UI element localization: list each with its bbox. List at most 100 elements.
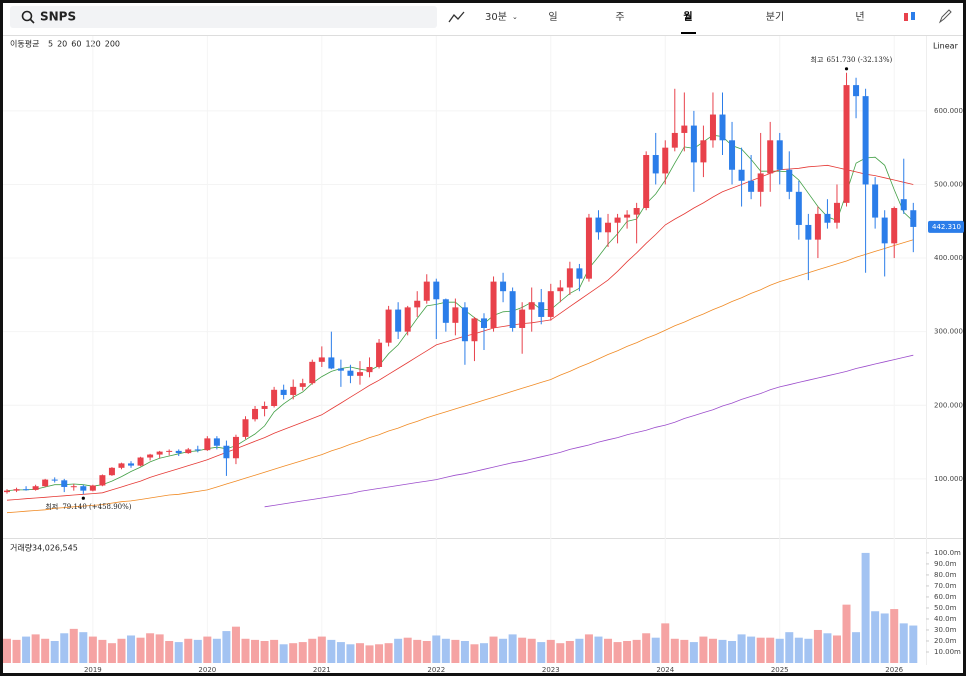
volume-bar [680, 639, 689, 663]
volume-bar [565, 640, 574, 663]
candle-body [166, 450, 173, 452]
volume-bar [489, 636, 498, 663]
high-text: 651.730 (-32.13%) [827, 56, 893, 64]
active-underline [681, 32, 696, 34]
volume-bar [708, 638, 717, 663]
volume-bar [365, 645, 374, 663]
y-tick-label: 300.000 [934, 328, 963, 336]
volume-bar [308, 638, 317, 663]
volume-bar [909, 625, 918, 663]
x-tick-label: 2024 [656, 666, 674, 674]
volume-bar [298, 642, 307, 663]
volume-bar [270, 639, 279, 663]
y-tick-label: 20.0m [934, 637, 957, 645]
candle-body [557, 287, 564, 292]
price-tag [928, 220, 964, 233]
volume-bar [794, 637, 803, 663]
low-label: 최저 [45, 502, 58, 511]
candle-body [576, 268, 583, 279]
draw-icon[interactable] [938, 9, 952, 24]
y-tick-label: 200.000 [934, 401, 963, 409]
candle-body [271, 389, 278, 406]
volume-bar [127, 635, 136, 663]
x-tick-label: 2020 [198, 666, 216, 674]
volume-bar [575, 638, 584, 663]
x-tick-label: 2019 [84, 666, 102, 674]
dropdown-caret: ⌄ [512, 13, 518, 21]
volume-bar [212, 638, 221, 663]
volume-value: 34,026,545 [32, 544, 78, 553]
candle-body [795, 191, 802, 225]
period-tab[interactable]: 분기 [766, 11, 784, 23]
candle-body [252, 408, 259, 420]
candle-body [70, 486, 77, 488]
volume-bar [22, 636, 31, 663]
candle-body [347, 370, 354, 376]
moving-average [264, 354, 914, 508]
candle-body [318, 357, 325, 362]
volume-bar [165, 640, 174, 663]
scale-mode[interactable]: Linear [933, 42, 959, 51]
volume-bar [604, 638, 613, 663]
search-box[interactable] [10, 6, 437, 28]
volume-bar [403, 637, 412, 663]
candle-body [709, 114, 716, 141]
ma-legend: 20 [57, 40, 67, 49]
candle-body [356, 372, 363, 376]
period-tab[interactable]: 년 [855, 11, 864, 23]
candle-body [500, 281, 507, 292]
candle-body [433, 281, 440, 300]
volume-bar [413, 639, 422, 663]
interval[interactable]: 30분 [485, 11, 507, 23]
candle-body [99, 475, 106, 486]
y-tick-label: 100.0m [934, 549, 961, 557]
candle-body [547, 291, 554, 317]
y-tick-label: 60.0m [934, 593, 957, 601]
chart-type-icon[interactable] [448, 11, 465, 23]
volume-bar [737, 634, 746, 663]
volume-bar [842, 604, 851, 663]
volume-bar [98, 639, 107, 663]
volume-bar [747, 636, 756, 663]
volume-bar [60, 633, 69, 663]
volume-bar [632, 639, 641, 663]
moving-average [6, 134, 914, 491]
candle-body [337, 368, 344, 371]
ma-legend: 5 [48, 40, 53, 49]
volume-bar [279, 644, 288, 663]
candle-body [652, 155, 659, 174]
low-marker [81, 496, 85, 500]
volume-bar [651, 637, 660, 663]
volume-bar [317, 636, 326, 663]
search-icon [21, 10, 33, 22]
volume-bar [584, 634, 593, 663]
volume-bar [3, 638, 11, 663]
candle-body [290, 386, 297, 395]
candle-body [853, 85, 860, 97]
volume-bar [12, 639, 21, 663]
volume-bar [670, 638, 679, 663]
volume-bar [689, 642, 698, 663]
volume-bar [355, 643, 364, 663]
volume-bar [766, 637, 775, 663]
candle-body [51, 479, 58, 481]
volume-bar [546, 639, 555, 663]
period-tab[interactable]: 주 [615, 12, 624, 23]
candle-body [881, 217, 888, 244]
volume-bar [146, 633, 155, 663]
candle-body [32, 486, 39, 490]
volume-bar [203, 636, 212, 663]
candle-body [643, 155, 650, 209]
ma-legend: 200 [105, 40, 120, 49]
period-tab-active[interactable]: 월 [683, 11, 692, 23]
candle-body [633, 208, 640, 215]
candle-body [89, 485, 96, 491]
volume-bar [832, 635, 841, 663]
candle-body [891, 208, 898, 244]
candle-icon[interactable] [904, 12, 915, 21]
volume-bar [718, 639, 727, 663]
period-tab[interactable]: 일 [548, 11, 557, 23]
candle-body [585, 217, 592, 279]
volume-bar [499, 638, 508, 663]
